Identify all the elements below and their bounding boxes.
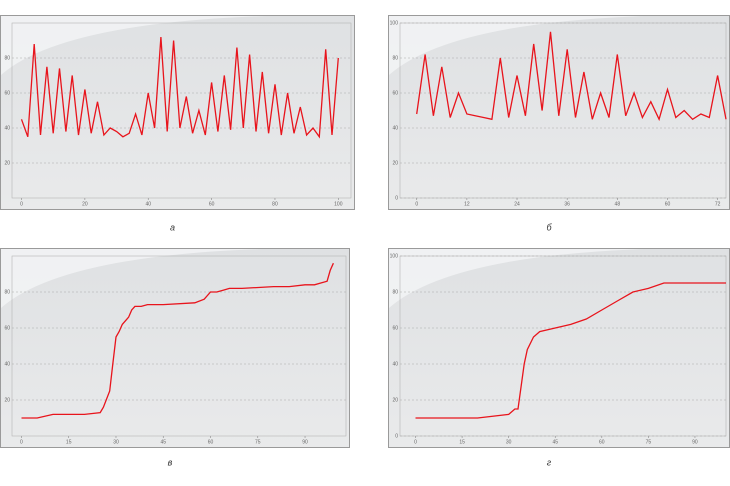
y-tick-label: 100 <box>390 20 399 26</box>
data-line <box>415 282 726 419</box>
x-tick-label: 60 <box>209 201 215 207</box>
x-tick-label: 30 <box>506 439 512 445</box>
caption: б <box>546 222 552 232</box>
x-tick-label: 24 <box>514 201 520 207</box>
data-line <box>20 36 339 139</box>
x-tick-label: 75 <box>255 439 261 445</box>
y-tick-label: 20 <box>4 397 10 403</box>
panel-highlight <box>1 249 263 308</box>
y-tick-label: 40 <box>392 125 398 131</box>
y-tick-label: 20 <box>4 160 10 166</box>
panel <box>0 15 355 210</box>
y-tick-label: 60 <box>392 325 398 331</box>
plot-area <box>399 22 727 199</box>
y-tick-label: 20 <box>392 397 398 403</box>
x-tick-label: 48 <box>615 201 621 207</box>
x-tick-label: 36 <box>564 201 570 207</box>
caption: г <box>547 457 552 467</box>
panel <box>388 248 730 448</box>
y-tick-label: 60 <box>4 325 10 331</box>
x-tick-label: 12 <box>464 201 470 207</box>
caption: в <box>168 457 173 467</box>
y-tick-label: 60 <box>392 90 398 96</box>
x-tick-label: 60 <box>665 201 671 207</box>
x-tick-label: 90 <box>302 439 308 445</box>
x-tick-label: 90 <box>692 439 698 445</box>
x-tick-label: 75 <box>646 439 652 445</box>
y-tick-label: 40 <box>4 125 10 131</box>
y-tick-label: 40 <box>392 361 398 367</box>
panel-highlight <box>389 249 645 308</box>
x-tick-label: 0 <box>20 201 23 207</box>
data-line <box>21 262 334 419</box>
x-tick-label: 15 <box>66 439 72 445</box>
panel-highlight <box>1 16 267 75</box>
x-tick-label: 60 <box>208 439 214 445</box>
y-tick-label: 40 <box>4 361 10 367</box>
x-tick-label: 0 <box>415 201 418 207</box>
plot-area <box>11 22 352 199</box>
x-tick-label: 45 <box>552 439 558 445</box>
y-tick-label: 60 <box>4 90 10 96</box>
y-tick-label: 80 <box>392 55 398 61</box>
y-tick-label: 100 <box>390 253 399 259</box>
plot-area <box>11 255 347 437</box>
x-tick-label: 60 <box>599 439 605 445</box>
y-tick-label: 20 <box>392 160 398 166</box>
x-tick-label: 72 <box>715 201 721 207</box>
y-tick-label: 80 <box>392 289 398 295</box>
x-tick-label: 20 <box>82 201 88 207</box>
plot-area <box>399 255 727 437</box>
x-tick-label: 0 <box>20 439 23 445</box>
panel-highlight <box>389 16 645 75</box>
data-line <box>416 31 727 122</box>
x-tick-label: 40 <box>145 201 151 207</box>
x-tick-label: 80 <box>272 201 278 207</box>
y-tick-label: 80 <box>4 289 10 295</box>
y-tick-label: 0 <box>395 433 398 439</box>
x-tick-label: 100 <box>334 201 343 207</box>
caption: а <box>170 222 175 232</box>
y-tick-label: 80 <box>4 55 10 61</box>
x-tick-label: 0 <box>414 439 417 445</box>
x-tick-label: 45 <box>160 439 166 445</box>
x-tick-label: 15 <box>459 439 465 445</box>
y-tick-label: 0 <box>395 195 398 201</box>
x-tick-label: 30 <box>113 439 119 445</box>
